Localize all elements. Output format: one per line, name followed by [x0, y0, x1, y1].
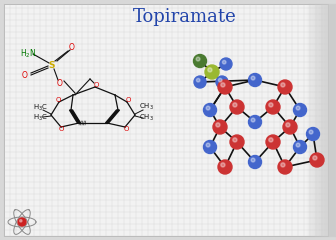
Text: $\mathregular{H_2N}$: $\mathregular{H_2N}$ [20, 48, 36, 60]
Circle shape [251, 158, 255, 162]
Bar [324, 4, 325, 236]
Bar [316, 4, 317, 236]
Circle shape [18, 218, 26, 226]
Circle shape [233, 138, 237, 142]
Bar [326, 4, 327, 236]
Circle shape [286, 123, 290, 127]
Circle shape [233, 103, 237, 107]
FancyBboxPatch shape [4, 4, 328, 236]
Circle shape [278, 160, 292, 174]
Circle shape [283, 120, 297, 134]
Circle shape [310, 153, 324, 167]
Polygon shape [106, 110, 120, 123]
Bar [317, 4, 318, 236]
Text: O: O [57, 78, 63, 88]
Circle shape [296, 143, 300, 147]
Bar [313, 4, 314, 236]
Bar [332, 4, 333, 236]
Text: O: O [125, 97, 131, 103]
Text: $\mathregular{CH_3}$: $\mathregular{CH_3}$ [139, 113, 154, 123]
Text: Topiramate: Topiramate [133, 8, 237, 26]
Circle shape [216, 123, 220, 127]
Text: S: S [49, 60, 55, 70]
Circle shape [213, 120, 227, 134]
Circle shape [221, 83, 225, 87]
Circle shape [296, 106, 300, 110]
Text: O: O [93, 82, 99, 88]
Circle shape [230, 135, 244, 149]
Text: $\mathregular{H_3C}$: $\mathregular{H_3C}$ [33, 113, 48, 123]
Circle shape [220, 58, 232, 70]
Polygon shape [70, 110, 81, 123]
Bar [328, 4, 329, 236]
Bar [319, 4, 320, 236]
Bar [312, 4, 313, 236]
Bar [330, 4, 331, 236]
Circle shape [216, 76, 228, 88]
Text: O: O [123, 126, 129, 132]
Bar [323, 4, 324, 236]
Bar [321, 4, 322, 236]
Bar [315, 4, 316, 236]
Bar [314, 4, 315, 236]
Circle shape [269, 138, 273, 142]
Bar [307, 4, 308, 236]
Circle shape [251, 118, 255, 122]
Text: $\mathregular{H_3C}$: $\mathregular{H_3C}$ [33, 103, 48, 113]
Circle shape [309, 130, 313, 134]
Circle shape [194, 54, 207, 67]
Circle shape [218, 80, 232, 94]
Circle shape [278, 80, 292, 94]
Circle shape [251, 76, 255, 80]
Bar [329, 4, 330, 236]
Circle shape [249, 115, 261, 128]
Circle shape [196, 57, 200, 61]
Circle shape [197, 78, 200, 82]
Bar [311, 4, 312, 236]
Circle shape [269, 103, 273, 107]
Circle shape [281, 163, 285, 167]
Bar [331, 4, 332, 236]
Circle shape [249, 73, 261, 86]
Bar [318, 4, 319, 236]
Bar [322, 4, 323, 236]
Circle shape [266, 135, 280, 149]
Bar [335, 4, 336, 236]
Circle shape [208, 68, 212, 72]
Circle shape [266, 100, 280, 114]
Bar [308, 4, 309, 236]
Text: O: O [55, 97, 61, 103]
Bar [306, 4, 307, 236]
Text: O: O [58, 126, 64, 132]
Circle shape [194, 76, 206, 88]
Bar [309, 4, 310, 236]
Circle shape [206, 106, 210, 110]
Bar [334, 4, 335, 236]
Circle shape [205, 65, 219, 79]
Circle shape [19, 220, 22, 222]
Circle shape [230, 100, 244, 114]
Bar [310, 4, 311, 236]
Bar [333, 4, 334, 236]
Text: O: O [69, 42, 75, 52]
Circle shape [204, 103, 216, 116]
Circle shape [204, 140, 216, 154]
Bar [327, 4, 328, 236]
Text: O: O [22, 71, 28, 79]
Text: $\mathregular{CH_3}$: $\mathregular{CH_3}$ [139, 102, 154, 112]
Circle shape [206, 143, 210, 147]
Circle shape [313, 156, 317, 160]
Circle shape [281, 83, 285, 87]
Circle shape [249, 156, 261, 168]
Circle shape [294, 140, 306, 154]
Circle shape [218, 78, 222, 82]
Circle shape [294, 103, 306, 116]
Circle shape [222, 60, 226, 64]
Circle shape [306, 127, 320, 140]
Circle shape [218, 160, 232, 174]
Bar [325, 4, 326, 236]
Circle shape [221, 163, 225, 167]
Bar [320, 4, 321, 236]
